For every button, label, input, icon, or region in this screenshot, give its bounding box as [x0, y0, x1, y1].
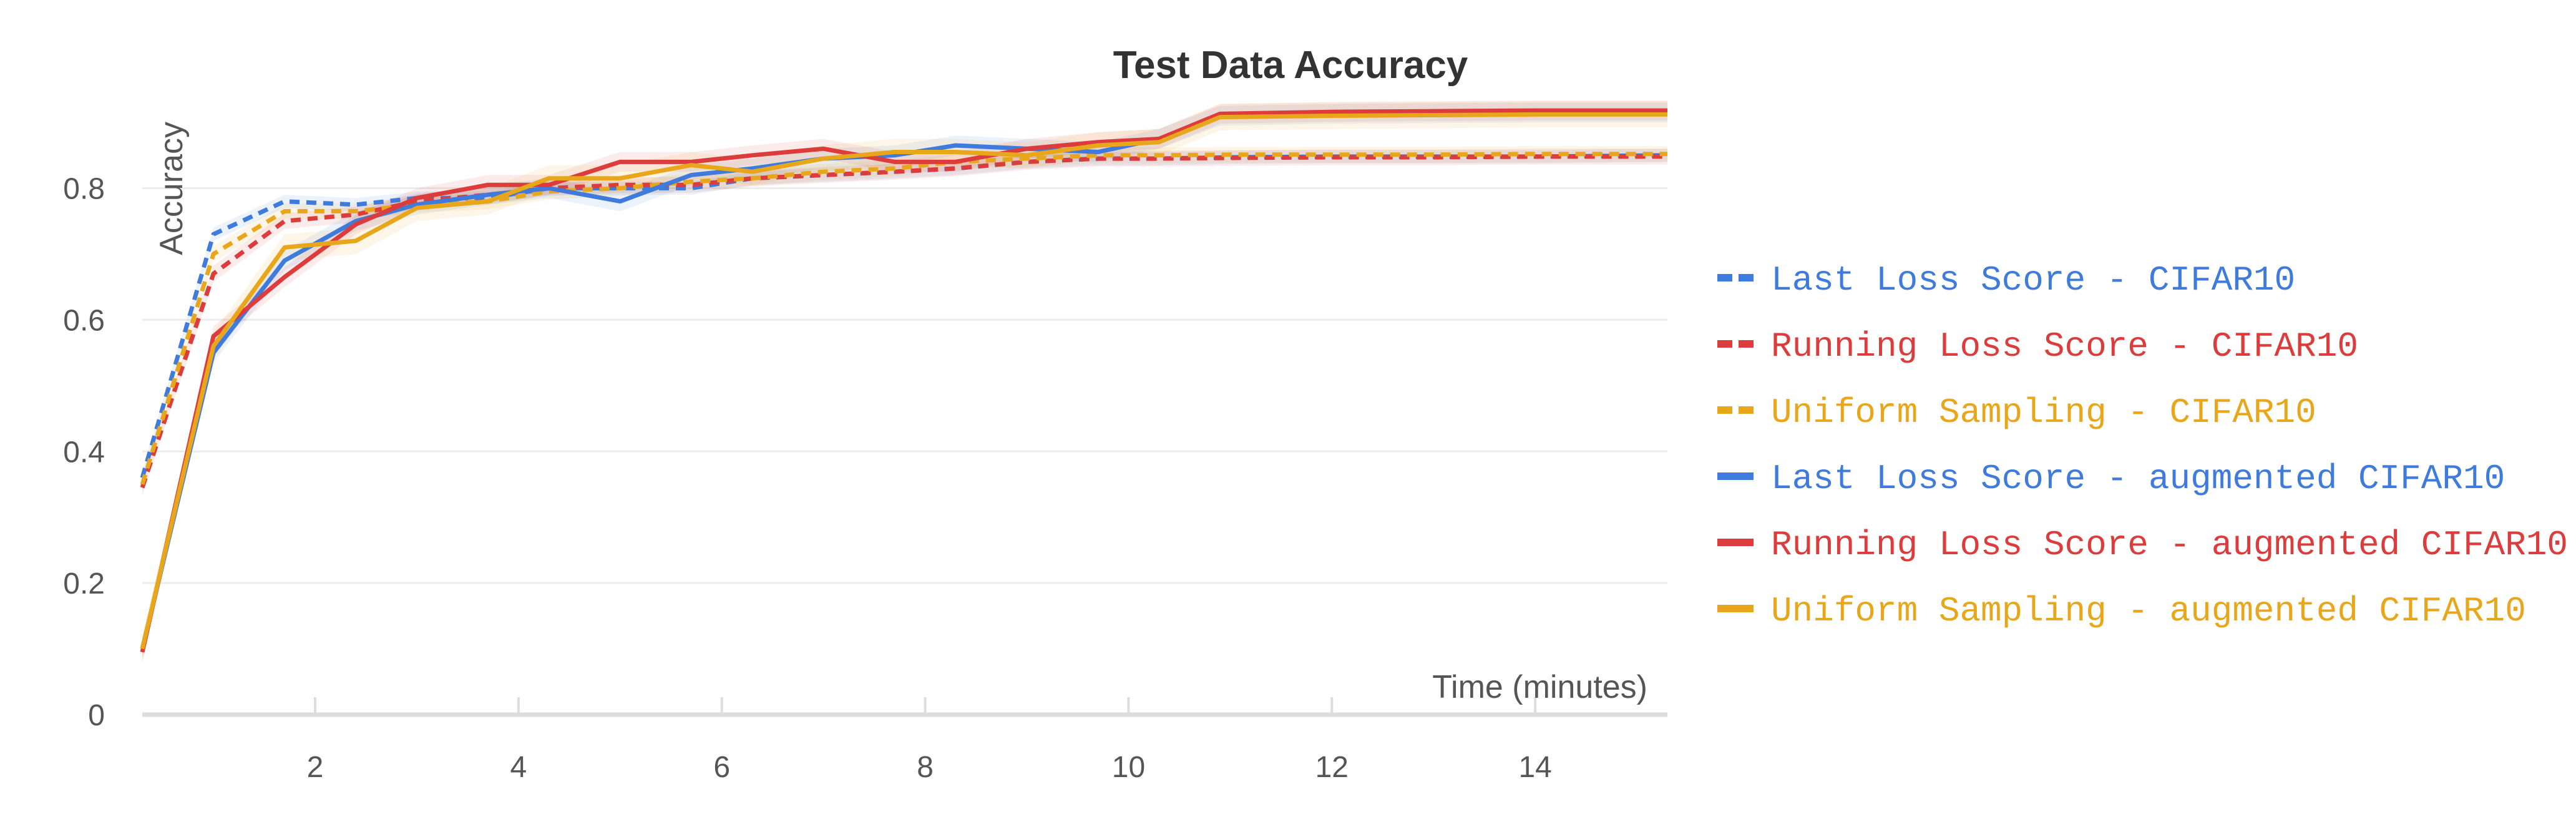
legend-item: Last Loss Score - augmented CIFAR10 — [1717, 459, 2505, 499]
y-tick-label: 0.4 — [63, 436, 105, 469]
legend-label: Last Loss Score - CIFAR10 — [1771, 260, 2295, 300]
confidence-bands — [142, 100, 1667, 662]
y-axis-ticks: 0 0.2 0.4 0.6 0.8 — [63, 173, 105, 732]
series-line — [140, 154, 1667, 489]
y-tick-label: 0.6 — [63, 304, 105, 337]
legend-label: Uniform Sampling - CIFAR10 — [1771, 393, 2316, 433]
legend: Last Loss Score - CIFAR10 Running Loss Sc… — [1717, 260, 2568, 631]
legend-label: Uniform Sampling - augmented CIFAR10 — [1771, 591, 2526, 631]
series-line — [140, 108, 1667, 653]
x-tick-label: 10 — [1112, 751, 1145, 784]
legend-item: Uniform Sampling - augmented CIFAR10 — [1717, 591, 2526, 631]
x-axis-ticks: 2 4 6 8 10 12 14 — [307, 697, 1552, 784]
series-band — [142, 102, 1667, 659]
chart-title: Test Data Accuracy — [1113, 44, 1468, 87]
series-line — [140, 112, 1667, 650]
x-tick-label: 6 — [713, 751, 730, 784]
x-axis-label: Time (minutes) — [1432, 669, 1647, 705]
series-band — [142, 149, 1667, 484]
legend-item: Running Loss Score - CIFAR10 — [1717, 326, 2358, 366]
x-tick-label: 2 — [307, 751, 324, 784]
y-tick-label: 0.8 — [63, 173, 105, 206]
series-line — [140, 152, 1667, 486]
series-line — [140, 153, 1668, 479]
x-tick-label: 14 — [1518, 751, 1551, 784]
gridlines — [142, 187, 1667, 584]
series-line — [140, 110, 1667, 650]
series-lines — [140, 108, 1668, 653]
legend-label: Running Loss Score - augmented CIFAR10 — [1771, 525, 2568, 565]
legend-item: Uniform Sampling - CIFAR10 — [1717, 393, 2316, 433]
x-tick-label: 12 — [1315, 751, 1349, 784]
x-tick-label: 8 — [917, 751, 934, 784]
y-axis-label: Accuracy — [154, 122, 190, 255]
legend-label: Last Loss Score - augmented CIFAR10 — [1771, 459, 2505, 499]
y-tick-label: 0 — [88, 699, 105, 732]
series-band — [142, 100, 1667, 662]
legend-item: Last Loss Score - CIFAR10 — [1717, 260, 2295, 300]
series-band — [142, 101, 1667, 662]
legend-item: Running Loss Score - augmented CIFAR10 — [1717, 525, 2568, 565]
legend-label: Running Loss Score - CIFAR10 — [1771, 326, 2358, 366]
y-tick-label: 0.2 — [63, 567, 105, 600]
x-tick-label: 4 — [510, 751, 527, 784]
